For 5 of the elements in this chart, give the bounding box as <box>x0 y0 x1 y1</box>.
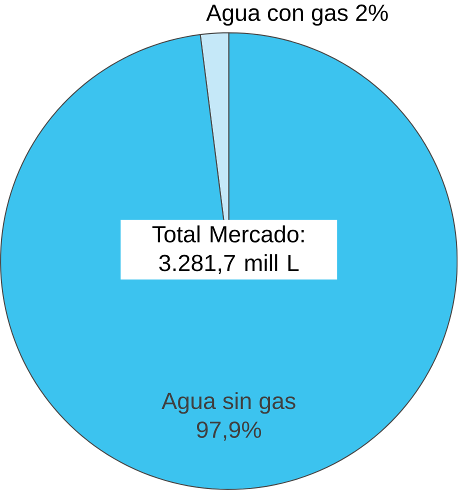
text: Total Mercado: 3.281,7 mill L <box>152 225 304 274</box>
data-label: 2% <box>356 4 388 21</box>
slice-label: Agua con gas <box>206 4 348 26</box>
slice-label: Agua sin gas <box>162 392 296 414</box>
data-label: 97,9% <box>197 421 262 441</box>
